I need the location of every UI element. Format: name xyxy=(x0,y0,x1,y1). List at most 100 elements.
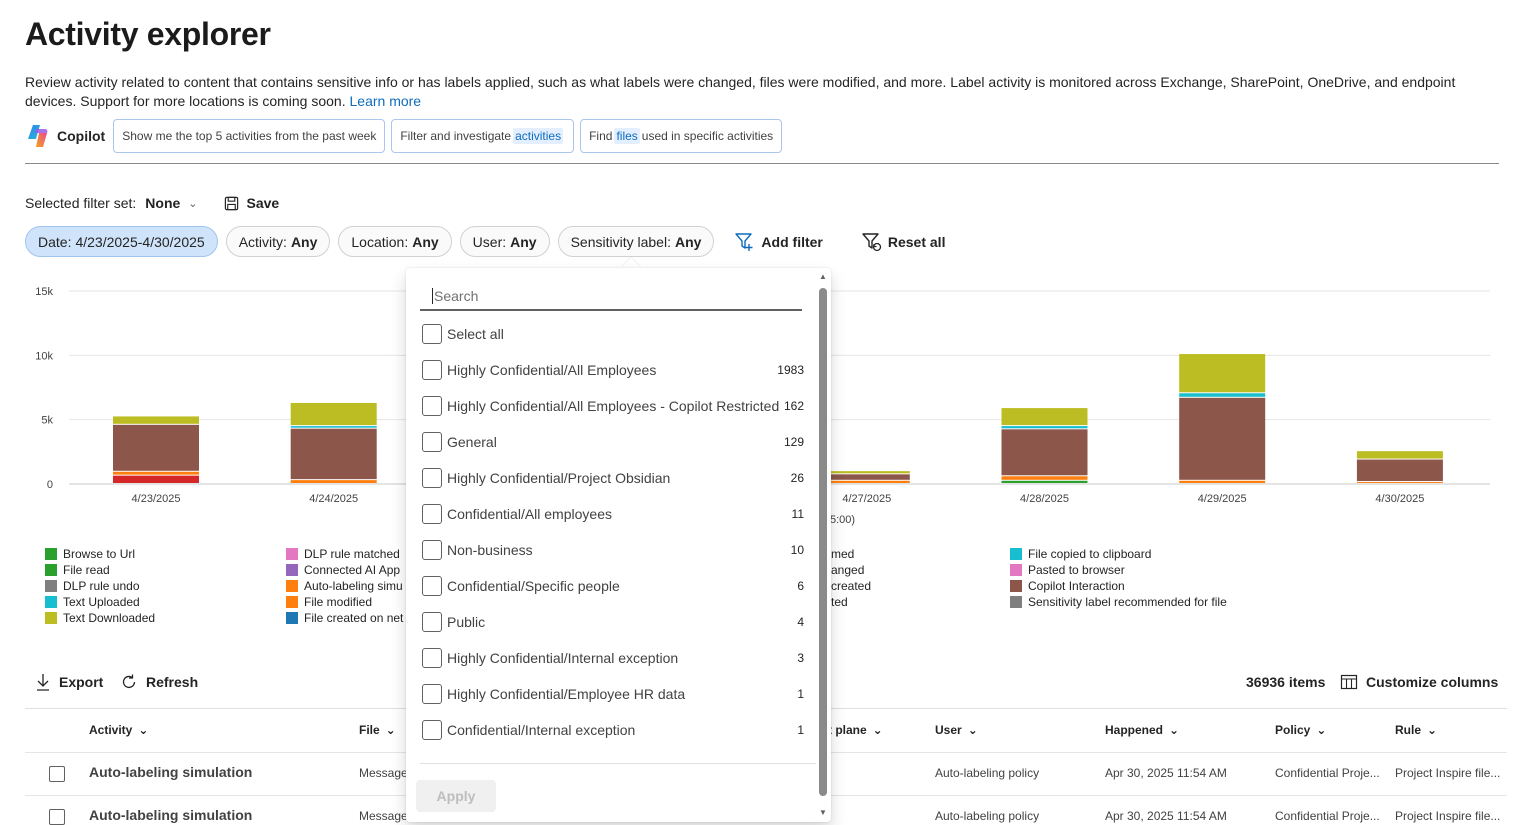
legend-item[interactable]: File copied to clipboard xyxy=(1010,546,1151,562)
filter-date[interactable]: Date: 4/23/2025-4/30/2025 xyxy=(25,226,218,257)
copilot-icon xyxy=(28,125,48,147)
export-button[interactable]: Export xyxy=(35,670,103,694)
row-checkbox[interactable] xyxy=(49,766,65,782)
chart-bar-segment xyxy=(1001,408,1088,426)
learn-more-link[interactable]: Learn more xyxy=(349,93,422,109)
sensitivity-label-option[interactable]: Non-business 10 xyxy=(422,539,804,561)
sensitivity-label-option[interactable]: Public 4 xyxy=(422,611,804,633)
row-checkbox[interactable] xyxy=(49,809,65,825)
sensitivity-label-option[interactable]: Confidential/All employees 11 xyxy=(422,503,804,525)
checkbox[interactable] xyxy=(422,396,442,416)
page-title: Activity explorer xyxy=(25,16,271,52)
legend-item[interactable]: Browse to Url xyxy=(45,546,135,562)
sensitivity-label-option[interactable]: Highly Confidential/All Employees 1983 xyxy=(422,359,804,381)
row-policy: Confidential Proje... xyxy=(1275,809,1380,823)
option-count: 3 xyxy=(797,651,804,665)
filter-sensitivity-label[interactable]: Sensitivity label: Any xyxy=(557,226,715,257)
column-header-user[interactable]: User ⌄ xyxy=(935,723,978,737)
legend-item[interactable]: Pasted to browser xyxy=(1010,562,1125,578)
chart-bar-segment xyxy=(1001,476,1088,480)
legend-item[interactable]: Text Downloaded xyxy=(45,610,155,626)
sensitivity-label-option[interactable]: Highly Confidential/All Employees - Copi… xyxy=(422,395,804,417)
apply-button[interactable]: Apply xyxy=(416,780,496,812)
copilot-prompt-filter-activities[interactable]: Filter and investigate activities xyxy=(391,119,575,153)
copilot-prompt-top-activities[interactable]: Show me the top 5 activities from the pa… xyxy=(113,119,386,153)
legend-label: File modified xyxy=(304,595,373,609)
copilot-label: Copilot xyxy=(57,128,106,144)
refresh-button[interactable]: Refresh xyxy=(120,670,198,694)
legend-swatch xyxy=(286,564,298,576)
option-label: Confidential/Specific people xyxy=(447,578,620,594)
legend-item[interactable]: ted xyxy=(831,594,848,610)
legend-item[interactable]: DLP rule matched xyxy=(286,546,400,562)
option-label: Select all xyxy=(447,326,504,342)
legend-item[interactable]: anged xyxy=(831,562,864,578)
sensitivity-label-option[interactable]: Confidential/Specific people 6 xyxy=(422,575,804,597)
column-header-file[interactable]: File ⌄ xyxy=(359,723,396,737)
legend-item[interactable]: DLP rule undo xyxy=(45,578,140,594)
checkbox[interactable] xyxy=(422,540,442,560)
checkbox[interactable] xyxy=(422,324,442,344)
customize-columns-label: Customize columns xyxy=(1366,674,1499,690)
checkbox[interactable] xyxy=(422,576,442,596)
sensitivity-label-option[interactable]: General 129 xyxy=(422,431,804,453)
column-header-policy[interactable]: Policy ⌄ xyxy=(1275,723,1326,737)
legend-swatch xyxy=(45,564,57,576)
save-button[interactable]: Save xyxy=(224,195,279,211)
sensitivity-label-option[interactable]: Highly Confidential/Internal exception 3 xyxy=(422,647,804,669)
checkbox[interactable] xyxy=(422,432,442,452)
legend-label: med xyxy=(831,547,855,561)
y-tick-label: 0 xyxy=(47,479,53,491)
checkbox[interactable] xyxy=(422,684,442,704)
legend-item[interactable]: File modified xyxy=(286,594,372,610)
checkbox[interactable] xyxy=(422,720,442,740)
reset-all-label: Reset all xyxy=(887,233,946,250)
row-activity[interactable]: Auto-labeling simulation xyxy=(89,764,253,780)
scroll-up-icon[interactable]: ▲ xyxy=(819,272,827,281)
scrollbar-thumb[interactable] xyxy=(819,288,827,796)
legend-item[interactable]: Copilot Interaction xyxy=(1010,578,1125,594)
sensitivity-label-option[interactable]: Highly Confidential/Employee HR data 1 xyxy=(422,683,804,705)
scroll-down-icon[interactable]: ▼ xyxy=(819,808,827,817)
dropdown-scrollbar[interactable]: ▲ ▼ xyxy=(816,272,828,818)
legend-item[interactable]: Text Uploaded xyxy=(45,594,140,610)
option-count: 6 xyxy=(797,579,804,593)
reset-all-button[interactable]: Reset all xyxy=(861,226,946,257)
chevron-down-icon[interactable]: ⌄ xyxy=(188,197,198,210)
column-header-happened[interactable]: Happened ⌄ xyxy=(1105,723,1179,737)
prompt-highlight: files xyxy=(614,128,640,144)
chart-bar-segment xyxy=(1179,397,1266,480)
copilot-prompt-find-files[interactable]: Find files used in specific activities xyxy=(580,119,783,153)
legend-item[interactable]: File created on net xyxy=(286,610,403,626)
chart-bar-segment xyxy=(113,475,199,483)
column-header-activity[interactable]: Activity ⌄ xyxy=(89,723,148,737)
filter-activity[interactable]: Activity: Any xyxy=(225,226,331,257)
filter-value: Any xyxy=(290,233,318,250)
legend-item[interactable]: Sensitivity label recommended for file xyxy=(1010,594,1227,610)
row-activity[interactable]: Auto-labeling simulation xyxy=(89,807,253,823)
column-header-plane[interactable]: t plane ⌄ xyxy=(828,723,883,737)
legend-item[interactable]: Connected AI App xyxy=(286,562,400,578)
customize-columns-button[interactable]: Customize columns xyxy=(1340,670,1498,694)
sensitivity-label-option[interactable]: Highly Confidential/Project Obsidian 26 xyxy=(422,467,804,489)
filter-location[interactable]: Location: Any xyxy=(338,226,452,257)
legend-item[interactable]: Auto-labeling simu xyxy=(286,578,403,594)
legend-item[interactable]: med xyxy=(831,546,854,562)
add-filter-button[interactable]: Add filter xyxy=(734,226,823,257)
chart-bar-segment xyxy=(1356,459,1443,482)
checkbox[interactable] xyxy=(422,648,442,668)
checkbox[interactable] xyxy=(422,360,442,380)
dropdown-search-input[interactable]: Search xyxy=(420,283,802,311)
checkbox[interactable] xyxy=(422,612,442,632)
checkbox[interactable] xyxy=(422,504,442,524)
filter-set-value[interactable]: None xyxy=(145,195,181,211)
legend-item[interactable]: created xyxy=(831,578,871,594)
checkbox[interactable] xyxy=(422,468,442,488)
select-all-option[interactable]: Select all xyxy=(422,323,804,345)
filter-user[interactable]: User: Any xyxy=(459,226,550,257)
legend-item[interactable]: File read xyxy=(45,562,110,578)
chart-bar-segment xyxy=(1001,429,1088,476)
column-header-rule[interactable]: Rule ⌄ xyxy=(1395,723,1437,737)
sensitivity-label-option[interactable]: Confidential/Internal exception 1 xyxy=(422,719,804,741)
copilot-logo: Copilot xyxy=(25,123,105,149)
